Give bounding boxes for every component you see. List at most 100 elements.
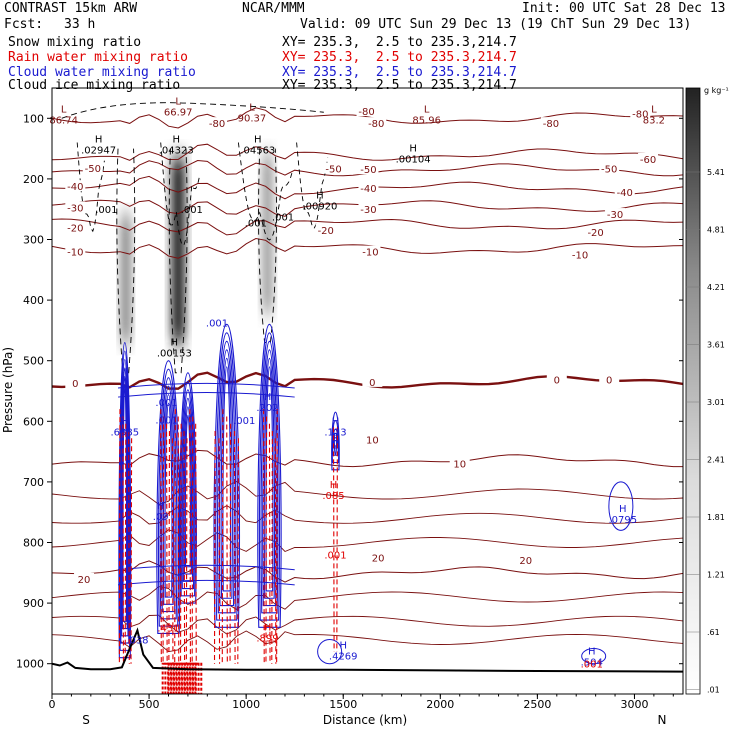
temperature-label: -80 <box>358 107 374 118</box>
extremum-marker: H <box>332 416 340 427</box>
label-bg <box>614 186 635 198</box>
y-tick-label: 400 <box>23 294 44 307</box>
label-bg <box>358 181 379 193</box>
rain-contour <box>194 662 203 694</box>
temperature-contour <box>52 218 683 236</box>
cloud-water-contour <box>262 349 277 607</box>
cloud-water-contour <box>317 638 343 665</box>
cloud-water-contour <box>218 349 235 607</box>
field-xy-cloud-water: XY= 235.3, 2.5 to 235.3,214.7 <box>282 65 517 80</box>
snow-shade-column <box>262 154 273 313</box>
temperature-label: 20 <box>372 554 385 565</box>
temperature-contour <box>52 586 683 610</box>
cloud-water-contour <box>220 357 233 599</box>
label-bg <box>599 162 620 174</box>
extremum-value: .0795 <box>608 515 637 526</box>
y-tick-label: 300 <box>23 234 44 247</box>
rain-contour <box>191 416 194 664</box>
temperature-label: -50 <box>85 164 101 175</box>
x-tick-label: 2000 <box>426 698 454 711</box>
label-bg <box>585 226 606 238</box>
extremum-marker: L <box>651 104 657 115</box>
cloud-water-contour <box>260 340 279 614</box>
extremum-value: .113 <box>324 427 346 438</box>
cloud-water-contour <box>263 357 276 599</box>
rain-contour <box>226 416 228 664</box>
rain-contour <box>122 416 124 664</box>
temperature-contour <box>52 237 683 259</box>
extremum-marker: H <box>316 190 324 201</box>
field-label-cloud-water: Cloud water mixing ratio <box>8 65 196 80</box>
snow-contour <box>168 148 188 374</box>
rain-contour <box>177 416 180 664</box>
temperature-label: -40 <box>360 184 376 195</box>
extremum-marker: H <box>95 135 103 146</box>
extremum-marker: L <box>424 104 430 115</box>
snow-shade-column <box>171 157 185 343</box>
extremum-value: .04563 <box>240 146 275 157</box>
temperature-label: -80 <box>543 119 559 130</box>
temperature-contour <box>52 614 683 635</box>
rain-contour <box>168 430 171 664</box>
colorbar-label: 4.21 <box>707 283 725 292</box>
rain-contour <box>274 438 277 664</box>
temperature-label: -50 <box>601 165 617 176</box>
field-xy-cloud-ice: XY= 235.3, 2.5 to 235.3,214.7 <box>282 78 517 93</box>
temperature-label: -80 <box>209 119 225 130</box>
cloud-water-contour <box>122 384 128 622</box>
label-bg <box>358 203 379 215</box>
label-bg <box>515 554 536 566</box>
temperature-label: 0 <box>369 378 375 389</box>
extremum-value: .09 <box>153 512 169 523</box>
rain-contour <box>171 438 174 664</box>
label-bg <box>599 373 620 385</box>
temperature-label: -80 <box>632 109 648 120</box>
valid-time: Valid: 09 UTC Sun 29 Dec 13 (19 ChT Sun … <box>300 17 692 32</box>
y-tick-label: 1000 <box>16 658 44 671</box>
extremum-marker: H <box>264 392 272 403</box>
colorbar-labels: 5.41 4.81 4.21 3.61 3.01 2.41 1.81 1.21 .61 .01 <box>686 168 725 695</box>
extremum-value: .4269 <box>329 652 358 663</box>
y-tick-label: 900 <box>23 597 44 610</box>
colorbar-label: 2.41 <box>707 456 725 465</box>
extremum-marker: L <box>175 96 181 107</box>
temperature-contour <box>52 107 683 129</box>
rain-contour <box>237 438 239 664</box>
extremum-marker: H <box>264 622 272 633</box>
y-axis-label: Pressure (hPa) <box>1 347 15 433</box>
contour-value-label: .001 <box>581 660 603 671</box>
temperature-label: -30 <box>360 205 376 216</box>
temperature-label: -60 <box>640 155 656 166</box>
rain-contour <box>124 423 127 664</box>
snow-shade-column <box>120 215 131 343</box>
rain-contour <box>183 430 186 664</box>
extremum-marker: H <box>254 135 262 146</box>
x-tick-label: 500 <box>139 698 160 711</box>
cloud-water-contours <box>117 323 634 665</box>
snow-contour <box>160 142 201 246</box>
cloud-water-contour <box>121 375 128 630</box>
extremum-value: .899 <box>256 633 278 644</box>
extremum-value: .02947 <box>81 146 116 157</box>
extremum-value: 90.37 <box>238 113 267 124</box>
temperature-label: 0 <box>606 375 612 386</box>
label-bg <box>546 373 567 385</box>
rain-contour <box>160 409 162 664</box>
label-bg <box>358 163 379 175</box>
y-tick-label: 600 <box>23 415 44 428</box>
extremum-value: .00104 <box>396 155 431 166</box>
rain-contour <box>174 409 176 664</box>
north-label: N <box>658 713 667 727</box>
temperature-label: 10 <box>366 435 379 446</box>
model-title: CONTRAST 15km ARW <box>4 1 138 16</box>
contour-labels: -80 -80 -80-80-80-60-50 -50 -50 -50-40 -40 -40-… <box>49 96 665 670</box>
cloud-water-contour <box>333 432 338 456</box>
contour-value-label: .001 <box>233 416 255 427</box>
field-xy-snow: XY= 235.3, 2.5 to 235.3,214.7 <box>282 35 517 50</box>
extremum-marker: L <box>249 102 255 113</box>
rain-contour <box>221 409 224 664</box>
cloud-water-contour <box>257 323 282 628</box>
cloud-water-contour <box>164 402 173 598</box>
label-bg <box>65 377 86 389</box>
